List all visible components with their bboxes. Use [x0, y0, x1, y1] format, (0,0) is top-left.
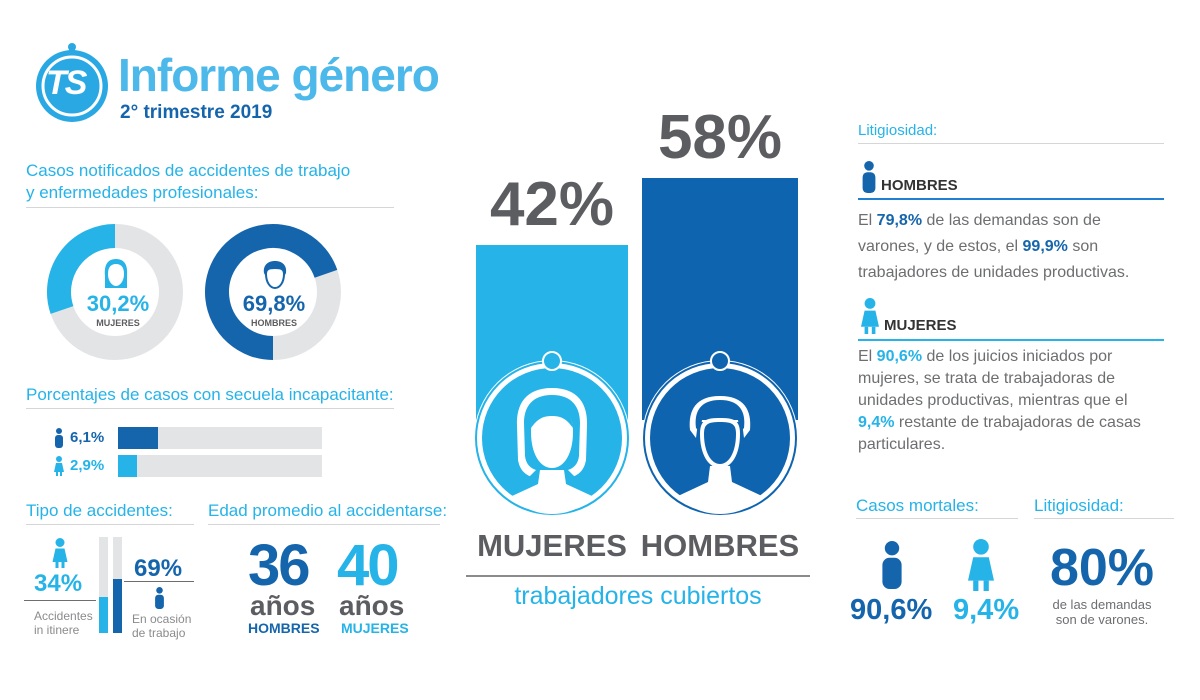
- sequel-men-value: 6,1%: [70, 429, 105, 446]
- woman-icon: [968, 539, 994, 591]
- litigiosidad-women-heading: MUJERES: [884, 317, 957, 334]
- woman-icon: [861, 298, 879, 334]
- men-cases-donut: [205, 224, 341, 360]
- man-icon: [155, 587, 164, 609]
- woman-portrait: [474, 351, 630, 516]
- sequel-title: Porcentajes de casos con secuela incapac…: [26, 385, 394, 404]
- itinere-value: 34%: [34, 570, 83, 597]
- age-women-value: 40: [337, 533, 399, 598]
- page-title: Informe género: [118, 49, 440, 101]
- covered-caption: trabajadores cubiertos: [514, 582, 762, 610]
- covered-rule: [466, 575, 810, 577]
- accidents-title: Tipo de accidentes:: [26, 501, 173, 520]
- highlight: 79,8%: [876, 212, 923, 229]
- women-cases-value: 30,2%: [86, 291, 150, 316]
- woman-icon: [54, 456, 64, 476]
- trabajo-bar: [113, 578, 122, 633]
- sequel-women-value: 2,9%: [70, 457, 105, 474]
- man-portrait: [642, 351, 798, 516]
- men-cases-value: 69,8%: [242, 291, 306, 316]
- accidents-right-rule: [124, 581, 194, 582]
- ts-logo: [36, 43, 108, 122]
- highlight: 99,9%: [1022, 238, 1068, 255]
- itinere-label-line2: in itinere: [34, 623, 80, 637]
- sequel-men-bar: [118, 427, 158, 449]
- divider: [858, 198, 1164, 200]
- women-cases-donut: [47, 224, 183, 360]
- divider: [856, 518, 1018, 519]
- divider: [26, 524, 194, 525]
- mortales-women-value: 9,4%: [953, 594, 1020, 626]
- trabajo-value: 69%: [134, 555, 183, 582]
- covered-women-value: 42%: [489, 169, 615, 239]
- sequel-men-track: [118, 427, 322, 449]
- covered-women-label: MUJERES: [477, 528, 627, 563]
- woman-icon: [52, 538, 68, 568]
- divider: [858, 143, 1164, 144]
- itinere-label-line1: Accidentes: [34, 609, 93, 623]
- litigiosidad2-line1: de las demandas: [1052, 597, 1152, 612]
- cases-title-line2: y enfermedades profesionales:: [26, 183, 259, 202]
- logo-text: TS: [46, 64, 87, 102]
- divider: [26, 207, 394, 208]
- age-title: Edad promedio al accidentarse:: [208, 501, 448, 520]
- litigiosidad-men-text: El 79,8% de las demandas son de varones,…: [858, 212, 1130, 281]
- divider: [208, 524, 440, 525]
- divider: [1034, 518, 1174, 519]
- age-men-label: HOMBRES: [248, 620, 320, 636]
- accidents-left-rule: [24, 600, 96, 601]
- litigiosidad2-line2: son de varones.: [1055, 612, 1149, 627]
- man-icon: [55, 428, 63, 448]
- trabajo-label-line1: En ocasión: [132, 612, 192, 626]
- trabajo-label-line2: de trabajo: [132, 626, 186, 640]
- men-cases-slice: [205, 224, 338, 360]
- covered-men-value: 58%: [657, 103, 783, 172]
- itinere-bar: [99, 597, 108, 633]
- highlight: 9,4%: [858, 414, 895, 431]
- page-subtitle: 2° trimestre 2019: [120, 102, 273, 123]
- divider: [858, 339, 1164, 341]
- highlight: 90,6%: [876, 348, 923, 365]
- women-cases-label: MUJERES: [96, 318, 140, 328]
- litigiosidad-women-text: El 90,6% de los juicios iniciados por mu…: [858, 348, 1141, 453]
- divider: [26, 408, 394, 409]
- age-women-label: MUJERES: [341, 620, 409, 636]
- age-men-unit: años: [250, 590, 316, 621]
- litigiosidad2-title: Litigiosidad:: [1034, 496, 1124, 515]
- age-women-unit: años: [339, 590, 405, 621]
- man-face-icon: [263, 261, 287, 290]
- women-cases-slice: [47, 224, 116, 314]
- man-icon: [862, 161, 876, 193]
- sequel-women-bar: [118, 455, 137, 477]
- age-men-value: 36: [248, 533, 310, 598]
- cases-title-line1: Casos notificados de accidentes de traba…: [26, 161, 351, 180]
- mortales-men-value: 90,6%: [850, 594, 933, 626]
- woman-face-icon: [104, 259, 128, 288]
- covered-men-label: HOMBRES: [640, 528, 800, 563]
- mortales-title: Casos mortales:: [856, 496, 979, 515]
- litigiosidad-title: Litigiosidad:: [858, 122, 938, 139]
- litigiosidad2-value: 80%: [1049, 539, 1155, 597]
- sequel-women-track: [118, 455, 322, 477]
- litigiosidad-men-heading: HOMBRES: [881, 177, 958, 194]
- itinere-track: [99, 537, 108, 633]
- man-icon: [882, 541, 902, 589]
- men-cases-label: HOMBRES: [250, 318, 297, 328]
